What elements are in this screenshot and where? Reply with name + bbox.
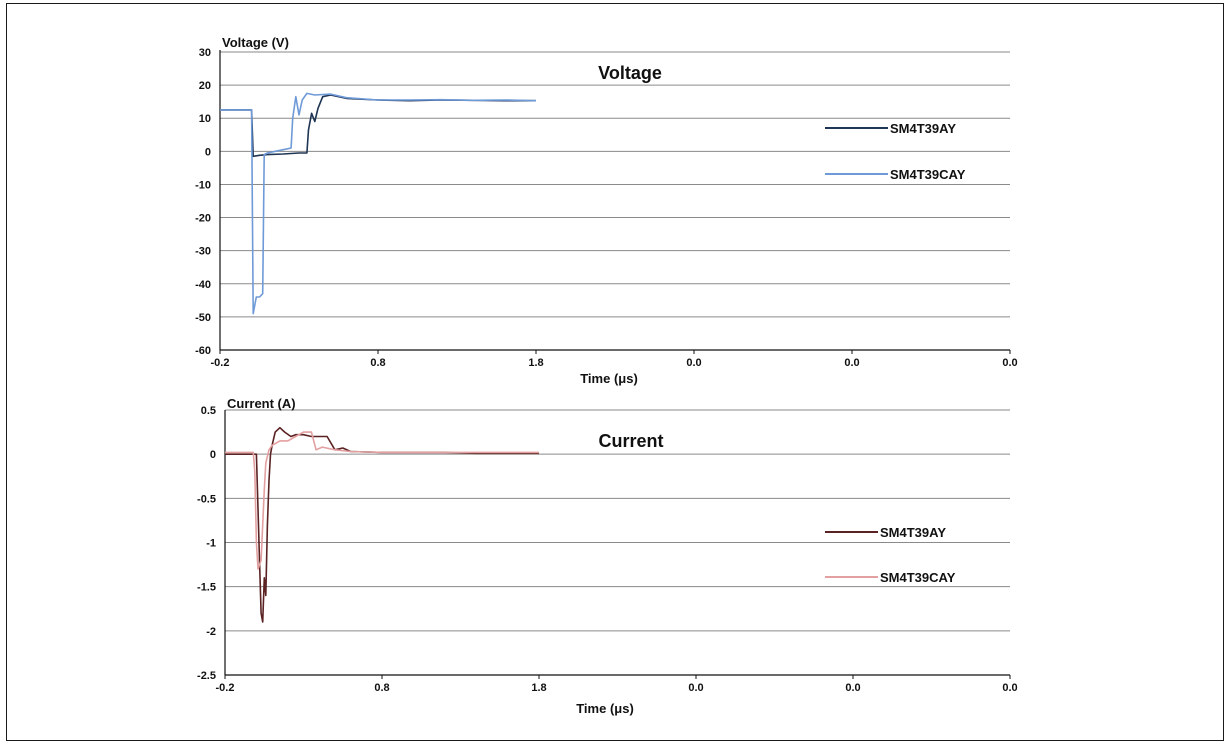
voltage-y-tick-labels: 30 20 10 0 -10 -20 -30 -40 -50 -60 xyxy=(195,47,211,357)
c-series-line-sm4t39cay xyxy=(225,431,539,570)
voltage-legend-label-sm4t39cay: SM4T39CAY xyxy=(890,167,966,182)
c-y-tick-label: 0 xyxy=(210,449,216,461)
c-x-tick-label: 0.0 xyxy=(1002,682,1017,694)
voltage-legend: SM4T39AY SM4T39CAY xyxy=(825,121,966,182)
v-y-tick-label: -40 xyxy=(195,279,211,291)
c-y-tick-label: -1.5 xyxy=(197,582,216,594)
current-legend-label-sm4t39cay: SM4T39CAY xyxy=(880,570,956,585)
current-chart-title: Current xyxy=(598,431,663,451)
v-y-tick-label: 30 xyxy=(199,47,211,59)
v-series-line-sm4t39cay xyxy=(220,92,537,315)
c-x-tick-label: -0.2 xyxy=(216,682,235,694)
c-y-tick-label: -1 xyxy=(206,538,216,550)
v-y-tick-label: 10 xyxy=(199,113,211,125)
v-y-tick-label: 0 xyxy=(205,146,211,158)
v-y-tick-label: 20 xyxy=(199,80,211,92)
v-x-tick-label: 0.0 xyxy=(686,357,701,369)
v-x-tick-label: 1.8 xyxy=(528,357,543,369)
c-x-tick-label: 0.8 xyxy=(374,682,389,694)
v-x-tick-label: 0.0 xyxy=(844,357,859,369)
v-y-tick-label: -20 xyxy=(195,213,211,225)
c-series-line-sm4t39ay xyxy=(225,426,539,623)
v-x-tick-label: 0.8 xyxy=(370,357,385,369)
current-chart: 0.5 0 -0.5 -1 -1.5 -2 -2.5 -0.2 0.8 1.8 0.0 0.0 0.0… xyxy=(197,396,1018,716)
current-legend-label-sm4t39ay: SM4T39AY xyxy=(880,525,946,540)
voltage-series xyxy=(220,92,537,315)
current-y-axis-title: Current (A) xyxy=(227,396,296,411)
c-x-tick-label: 0.0 xyxy=(688,682,703,694)
c-y-tick-label: -2 xyxy=(206,626,216,638)
c-x-tick-label: 0.0 xyxy=(845,682,860,694)
v-series-line-sm4t39ay xyxy=(220,94,536,158)
voltage-chart: 30 20 10 0 -10 -20 -30 -40 -50 -60 -0.2 0.8 1.8 0.0 0… xyxy=(195,35,1018,386)
c-y-tick-label: -2.5 xyxy=(197,670,216,682)
c-x-tick-label: 1.8 xyxy=(531,682,546,694)
v-x-tick-label: -0.2 xyxy=(211,357,230,369)
current-legend: SM4T39AY SM4T39CAY xyxy=(825,525,956,585)
c-y-tick-label: -0.5 xyxy=(197,493,216,505)
current-y-tick-labels: 0.5 0 -0.5 -1 -1.5 -2 -2.5 xyxy=(197,405,216,682)
v-x-tick-label: 0.0 xyxy=(1002,357,1017,369)
v-y-tick-label: -10 xyxy=(195,179,211,191)
current-series xyxy=(225,426,539,623)
voltage-y-axis-title: Voltage (V) xyxy=(222,35,289,50)
c-y-tick-label: 0.5 xyxy=(201,405,216,417)
voltage-x-tick-labels: -0.2 0.8 1.8 0.0 0.0 0.0 xyxy=(211,350,1018,369)
voltage-chart-title: Voltage xyxy=(598,63,662,83)
v-y-tick-label: -30 xyxy=(195,246,211,258)
v-y-tick-label: -50 xyxy=(195,312,211,324)
figure-frame xyxy=(6,3,1224,741)
voltage-gridlines xyxy=(220,51,1010,318)
voltage-legend-label-sm4t39ay: SM4T39AY xyxy=(890,121,956,136)
current-x-tick-labels: -0.2 0.8 1.8 0.0 0.0 0.0 xyxy=(216,675,1018,694)
current-gridlines xyxy=(225,409,1010,632)
v-y-tick-label: -60 xyxy=(195,345,211,357)
voltage-x-axis-title: Time (μs) xyxy=(580,371,638,386)
current-x-axis-title: Time (μs) xyxy=(576,701,634,716)
